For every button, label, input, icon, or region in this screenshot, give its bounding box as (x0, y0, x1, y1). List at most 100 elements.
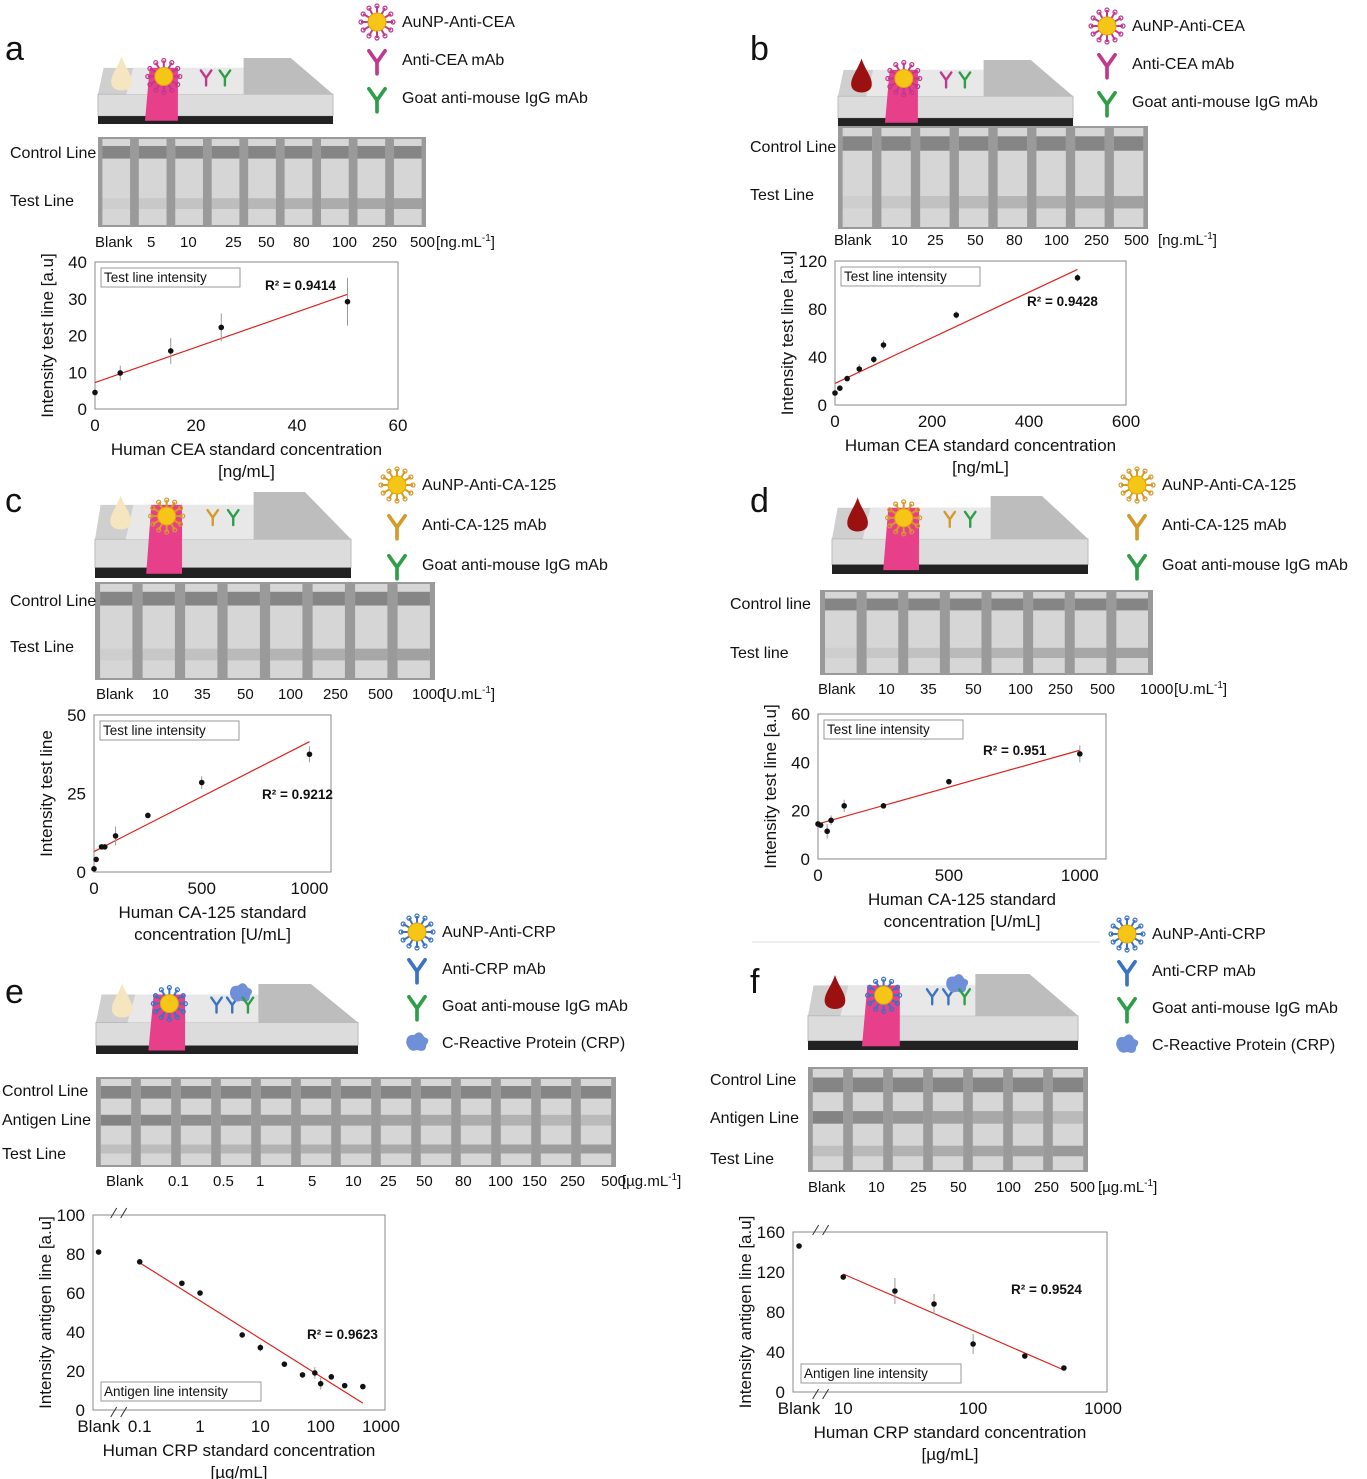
strip-concentration: 1000 (1140, 681, 1173, 698)
strip-unit-superscript: -1 (1214, 680, 1223, 691)
data-point (953, 312, 960, 318)
reagent-legend: AuNP-Anti-CEA Anti-CEA mAb Goat anti-mouse… (358, 3, 588, 114)
aunp-arm (388, 492, 394, 500)
panel-letter: f (750, 963, 760, 1001)
test-band (972, 1145, 1004, 1157)
aunp-arm-tip (366, 5, 372, 11)
crp-blob (229, 983, 252, 1002)
aunp-arm (890, 998, 898, 1005)
strip-concentration: 500 (368, 686, 393, 703)
strip-unit: [U.mL-1] (442, 685, 495, 703)
antibody-green-icon (407, 994, 427, 1022)
control-band (180, 1086, 212, 1099)
gold-nanoparticle (1127, 475, 1147, 495)
aunp-arm-tip (885, 75, 891, 82)
legend-box (840, 266, 981, 287)
aunp-arm (388, 470, 394, 478)
aunp-arm (1128, 492, 1134, 500)
strip-unit-superscript: -1 (482, 233, 491, 244)
aunp-arm-tip (1140, 931, 1146, 937)
calibration-plot: 0 40 80 120 0 200 400 600 Intensity test line [a… (778, 251, 1140, 477)
strip-concentration: 50 (950, 1179, 967, 1196)
legend-item-label: Anti-CEA mAb (402, 52, 504, 69)
antigen-band (460, 1114, 492, 1126)
aunp-arm (1122, 488, 1130, 494)
test-band (312, 648, 345, 661)
x-axis-label: Human CRP standard concentration (814, 1423, 1087, 1442)
strip-concentration: 100 (1044, 232, 1069, 249)
crp-blob (946, 974, 969, 993)
control-band (380, 1086, 412, 1099)
strip-backing (832, 564, 1088, 574)
test-band (991, 647, 1024, 658)
y-tick-label: 30 (68, 290, 87, 309)
strip-concentration: Blank (96, 686, 134, 703)
antibody-green-icon (1097, 90, 1117, 118)
strip-line-label: Antigen Line (710, 1110, 799, 1127)
y-tick-label: 10 (68, 363, 87, 382)
aunp-pink-icon (358, 3, 396, 41)
strip-concentration: 10 (152, 686, 169, 703)
aunp-arm-tip (1104, 7, 1110, 13)
test-band (1116, 647, 1149, 658)
test-band (932, 1145, 964, 1157)
aunp-arm (1118, 919, 1124, 927)
data-point (931, 1301, 937, 1307)
aunp-arm-tip (172, 527, 178, 533)
fit-line (834, 268, 1078, 384)
aunp-arm-tip (888, 978, 895, 985)
control-band (892, 1077, 924, 1093)
strip-concentration: 10 (878, 681, 895, 698)
panel-b: b AuNP-Anti-CEA Anti-CEA mAb Goat anti-mous… (750, 7, 1318, 477)
axis-break-mark (110, 1207, 128, 1219)
blood-drop-icon (824, 975, 846, 1009)
aunp-arm-tip (1138, 939, 1144, 945)
control-band (932, 1077, 964, 1093)
aunp-arm-tip (1132, 917, 1138, 923)
x-tick-label: 0.1 (128, 1417, 152, 1436)
test-band (580, 1144, 612, 1154)
test-band (852, 1145, 884, 1157)
aunp-arm-tip (402, 496, 408, 502)
aunp-arm (910, 521, 919, 527)
control-band (500, 1086, 532, 1099)
data-point (92, 389, 98, 396)
test-band (270, 648, 303, 661)
y-tick-label: 0 (776, 1383, 785, 1402)
gold-nanoparticle (1097, 16, 1117, 36)
control-band (842, 136, 873, 151)
aunp-arm-tip (1142, 496, 1148, 502)
aunp-arm-tip (390, 19, 396, 25)
antigen-band (812, 1111, 844, 1124)
data-point (117, 370, 124, 376)
strip-concentration: 100 (996, 1179, 1021, 1196)
aunp-arm (1098, 33, 1104, 41)
aunp-arm-tip (864, 992, 871, 998)
aunp-arm (149, 67, 157, 73)
antibody-pink-icon (367, 48, 387, 76)
data-point (167, 348, 174, 354)
data-point (841, 803, 847, 809)
strip-backing (98, 116, 333, 124)
aunp-arm (907, 525, 913, 533)
aunp-arm (402, 935, 410, 941)
fit-line (139, 1262, 364, 1404)
aunp-arm-tip (182, 1000, 188, 1007)
aunp-arm (887, 980, 893, 988)
absorbent-pad (258, 984, 358, 1023)
antibody-shape (958, 71, 972, 89)
antigen-band (260, 1114, 292, 1126)
aunp-arm (382, 476, 390, 482)
aunp-arm-tip (410, 482, 416, 488)
legend-box-label: Antigen line intensity (104, 1384, 228, 1399)
strip-front (95, 1022, 359, 1047)
control-band (211, 146, 240, 159)
r2-label: R² = 0.9428 (1027, 294, 1098, 309)
strip-concentration: 80 (1006, 232, 1023, 249)
data-point (832, 390, 838, 396)
aunp-arm-tip (430, 929, 436, 935)
strip-concentration: 500 (1124, 232, 1149, 249)
test-band (380, 1144, 412, 1154)
lfa-strip-schematic (837, 58, 1074, 126)
aunp-arm-tip (388, 11, 394, 17)
